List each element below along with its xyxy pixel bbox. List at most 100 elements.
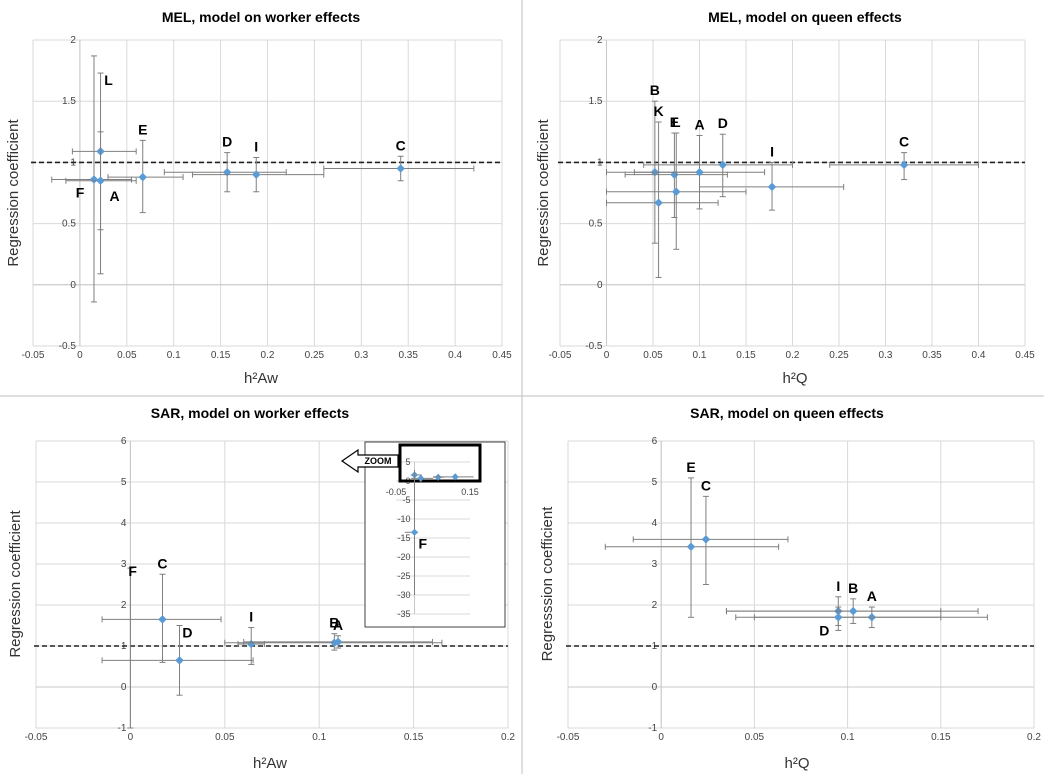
gridlines: [559, 39, 1026, 347]
zoom-arrow: ZOOM: [340, 448, 399, 474]
y-tick-label: 0: [652, 682, 658, 693]
x-tick-label: 0: [604, 350, 610, 361]
point-label: I: [254, 139, 258, 155]
point-label: C: [701, 477, 711, 493]
inset-y-tick-label: -5: [402, 495, 410, 505]
chart-panel-3: SAR, model on worker effects -0.05 0 0.05 0.…: [7, 405, 515, 772]
x-tick-label: 0.3: [354, 350, 368, 361]
zoom-arrow-icon: [340, 448, 399, 474]
inset-point: [433, 473, 474, 481]
y-tick-label: 2: [652, 600, 658, 611]
data-point-D: D: [753, 606, 942, 638]
data-point-D: D: [643, 115, 793, 198]
x-tick-label: 0.1: [312, 732, 326, 743]
marker: [410, 528, 419, 536]
data-point-A: A: [735, 588, 988, 629]
y-tick-label: 0: [597, 280, 603, 291]
point-label: D: [182, 625, 192, 641]
x-axis-label: h²Aw: [253, 755, 287, 772]
point-label: I: [249, 609, 253, 625]
data-point-F: F: [127, 563, 137, 729]
marker: [848, 606, 858, 616]
marker: [701, 535, 711, 544]
chart-title: MEL, model on worker effects: [162, 9, 361, 25]
x-tick-label: 0.2: [261, 350, 275, 361]
y-tick-label: 0: [70, 280, 76, 291]
inset-y-tick-label: 5: [405, 457, 410, 467]
marker: [175, 656, 184, 665]
y-tick-label: 5: [121, 477, 127, 488]
x-axis-label: h²Q: [782, 370, 807, 387]
marker: [252, 170, 261, 179]
marker: [158, 615, 167, 624]
marker: [695, 167, 704, 177]
marker: [834, 613, 843, 622]
inset-y-tick-label: -30: [397, 590, 410, 600]
inset-x-tick-label: 0.15: [461, 487, 479, 497]
marker: [96, 176, 105, 186]
x-tick-label: 0.2: [501, 732, 515, 743]
y-tick-label: 4: [652, 518, 658, 529]
y-tick-label: 6: [121, 436, 127, 447]
data-point-F: F: [51, 55, 132, 303]
marker: [333, 637, 343, 647]
marker: [899, 160, 909, 170]
x-tick-label: 0.15: [404, 732, 424, 743]
point-label: D: [222, 134, 232, 150]
y-tick-label: 5: [652, 477, 658, 488]
x-axis-label: h²Aw: [244, 370, 278, 387]
marker: [654, 198, 663, 208]
y-tick-label: 0.5: [62, 219, 76, 230]
x-tick-label: 0.15: [736, 350, 756, 361]
x-tick-label: 0.1: [167, 350, 181, 361]
data-point-A: A: [243, 617, 433, 649]
point-label: F: [76, 185, 85, 201]
x-tick-label: -0.05: [25, 732, 48, 743]
data-point-A: A: [65, 131, 137, 231]
chart-panel-2: MEL, model on queen effects -0.05 0 0.05 0.1…: [535, 9, 1035, 387]
point-label: B: [848, 580, 858, 596]
marker: [222, 167, 232, 177]
chart-panel-1: MEL, model on worker effects -0.05 0 0.05 0.…: [5, 9, 512, 387]
x-tick-label: 0.4: [448, 350, 462, 361]
y-axis-label: Regression coefficient: [5, 119, 22, 267]
point-label: E: [670, 114, 679, 130]
y-tick-label: -0.5: [59, 341, 77, 352]
point-label: A: [333, 617, 343, 633]
point-label: F: [419, 535, 428, 551]
point-label: E: [686, 459, 695, 475]
x-tick-label: 0.05: [643, 350, 663, 361]
point-label: C: [396, 137, 406, 153]
marker: [767, 182, 777, 192]
inset-frame: [364, 441, 506, 628]
y-tick-label: 6: [652, 436, 658, 447]
inset-y-tick-label: -10: [397, 514, 410, 524]
x-tick-label: 0.1: [841, 732, 855, 743]
point-label: A: [694, 116, 704, 132]
inset-point-F: F: [404, 469, 428, 595]
x-tick-label: 0.2: [786, 350, 800, 361]
point-label: L: [104, 72, 113, 88]
y-tick-label: -0.5: [585, 341, 603, 352]
marker: [686, 542, 696, 552]
point-label: D: [718, 115, 728, 131]
y-tick-label: 2: [597, 35, 603, 46]
y-tick-label: 1.5: [589, 96, 603, 107]
marker: [670, 170, 679, 179]
marker: [89, 175, 99, 184]
zoom-highlight-box: [398, 443, 482, 483]
chart-title: SAR, model on worker effects: [151, 405, 350, 421]
y-tick-label: 0.5: [589, 219, 603, 230]
x-tick-label: 0.4: [972, 350, 986, 361]
y-tick-label: 0: [121, 682, 127, 693]
x-tick-label: -0.05: [22, 350, 45, 361]
chart-panel-4: SAR, model on queen effects -0.05 0 0.05 0.1…: [539, 405, 1041, 772]
point-label: D: [819, 622, 829, 638]
y-axis-label: Regresssion coefficient: [539, 506, 556, 662]
point-label: I: [836, 578, 840, 594]
x-tick-label: 0.45: [492, 350, 512, 361]
point-label: A: [867, 588, 877, 604]
x-tick-label: 0.25: [305, 350, 325, 361]
